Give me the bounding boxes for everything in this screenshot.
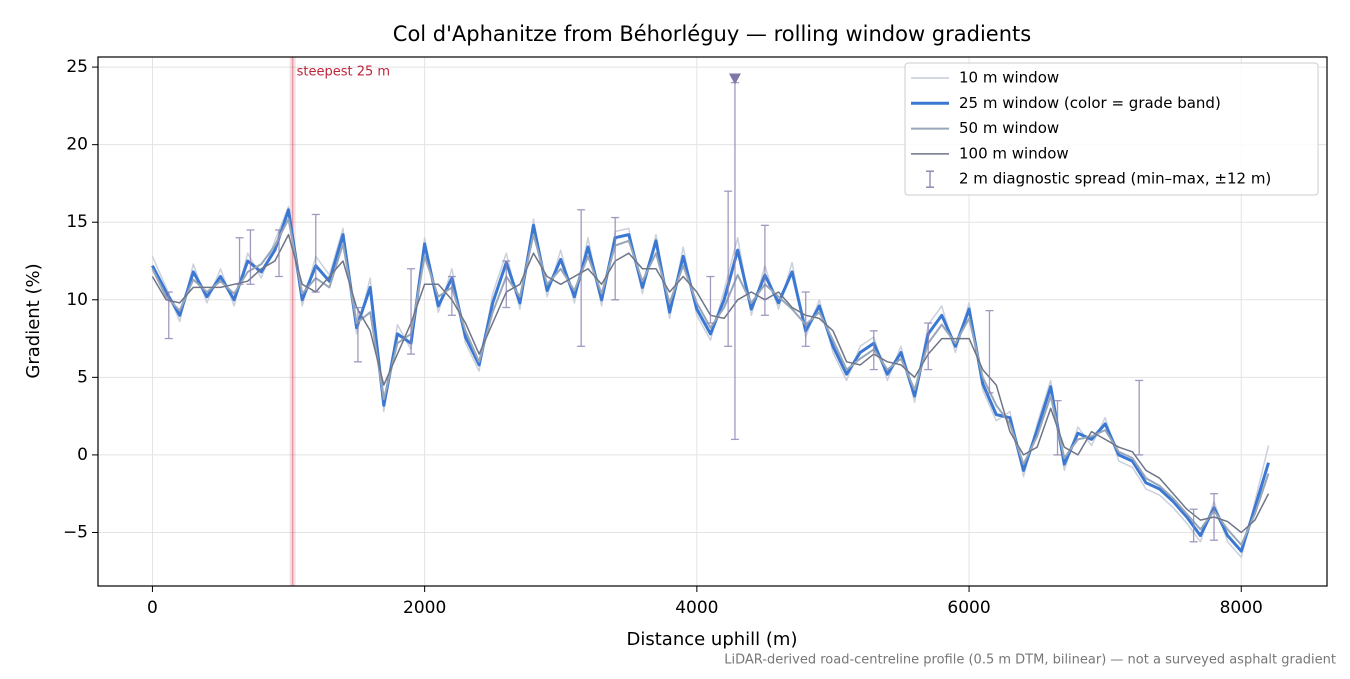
error-bar: [407, 268, 416, 355]
series-line: [151, 218, 1270, 546]
x-axis-label: Distance uphill (m): [627, 629, 798, 650]
footnote: LiDAR-derived road-centreline profile (0…: [724, 653, 1336, 668]
plot-frame: [97, 56, 1328, 587]
error-bar: [577, 209, 586, 347]
marker: [728, 73, 741, 85]
legend-label: 25 m window (color = grade band): [959, 94, 1221, 112]
y-tick-label: 0: [77, 445, 88, 465]
y-axis-label: Gradient (%): [23, 263, 44, 378]
x-tick-label: 8000: [1220, 598, 1263, 618]
series-line: [151, 208, 1270, 553]
error-bar: [985, 309, 994, 394]
steepest-band: [289, 57, 296, 586]
error-bar: [235, 237, 244, 285]
legend-label: 100 m window: [959, 144, 1069, 162]
chart-title: Col d'Aphanitze from Béhorléguy — rollin…: [393, 22, 1031, 46]
error-bar: [502, 260, 511, 309]
y-tick-label: 25: [66, 57, 88, 77]
error-bar: [724, 190, 733, 347]
y-tick-label: 15: [66, 212, 88, 232]
x-tick-label: 2000: [403, 598, 446, 618]
y-tick-label: 5: [77, 367, 88, 387]
error-bar: [706, 275, 715, 324]
error-bar: [447, 275, 456, 316]
x-tick-label: 0: [147, 598, 158, 618]
x-tick-label: 4000: [675, 598, 718, 618]
legend-label: 50 m window: [959, 119, 1059, 137]
legend-label: 10 m window: [959, 69, 1059, 87]
error-bar: [1210, 493, 1219, 541]
y-tick-label: −5: [63, 522, 88, 542]
y-tick-label: 20: [66, 135, 88, 155]
legend-box: [904, 62, 1319, 196]
error-bar: [164, 291, 173, 340]
x-tick-label: 6000: [947, 598, 990, 618]
y-tick-label: 10: [66, 290, 88, 310]
error-bar: [353, 306, 362, 363]
error-bar: [275, 229, 284, 278]
error-bar: [1053, 399, 1062, 456]
series-line: [151, 205, 1270, 559]
error-bar: [246, 229, 255, 285]
error-bar: [869, 330, 878, 371]
error-bar: [760, 224, 769, 316]
error-bar: [924, 322, 933, 371]
error-bar: [801, 291, 810, 347]
error-bar: [611, 216, 620, 301]
error-bar: [1135, 379, 1144, 456]
error-bar: [311, 213, 320, 293]
error-bar: [1189, 508, 1198, 543]
legend-label: 2 m diagnostic spread (min–max, ±12 m): [959, 170, 1271, 188]
annotation: steepest 25 m: [297, 65, 390, 80]
legend-swatch: [926, 170, 934, 188]
